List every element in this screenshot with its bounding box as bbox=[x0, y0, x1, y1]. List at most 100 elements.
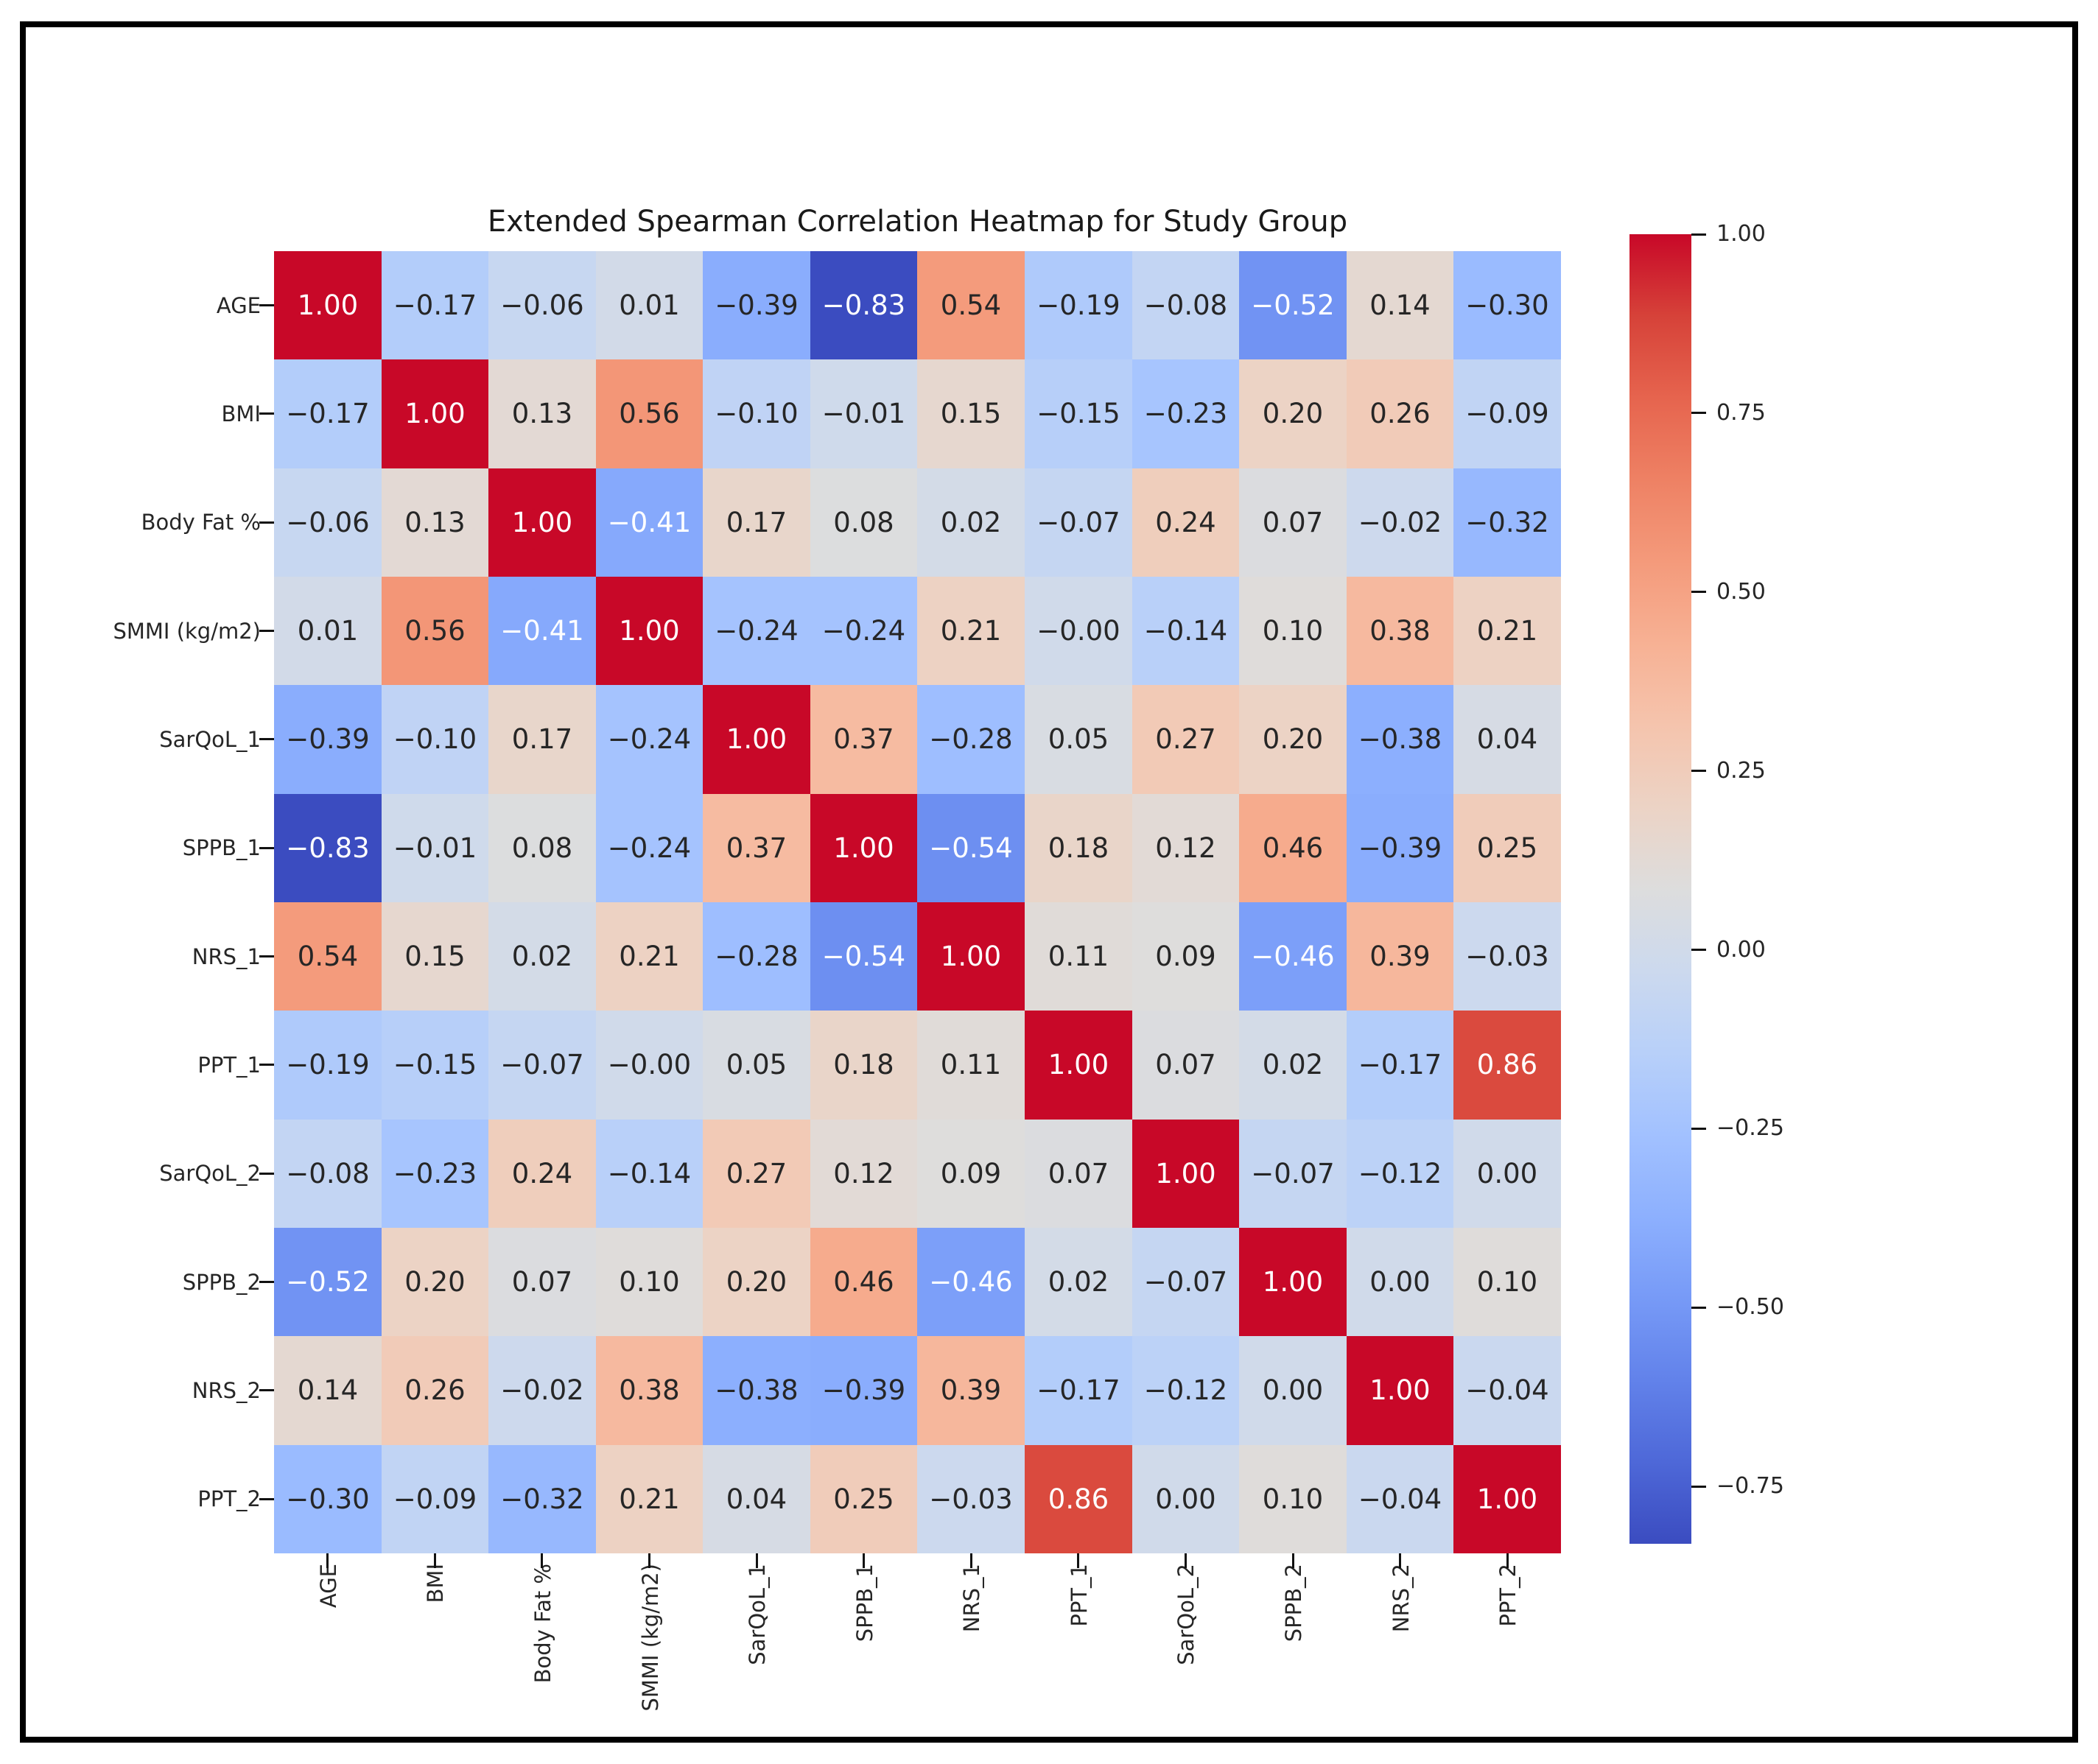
heatmap-cell: −0.00 bbox=[1025, 577, 1132, 685]
x-axis-label: PPT_1 bbox=[1067, 1564, 1092, 1627]
heatmap-cell: −0.17 bbox=[1347, 1011, 1453, 1120]
heatmap-cell: 1.00 bbox=[274, 251, 382, 359]
heatmap-cell: −0.39 bbox=[274, 685, 382, 794]
heatmap-cell: −0.41 bbox=[596, 468, 703, 577]
heatmap-cell: 1.00 bbox=[1239, 1228, 1347, 1336]
heatmap-cell: 0.05 bbox=[1025, 685, 1132, 794]
heatmap-cell: 1.00 bbox=[382, 359, 488, 468]
heatmap-cell: −0.30 bbox=[274, 1445, 382, 1553]
y-axis-label: BMI bbox=[221, 401, 261, 426]
heatmap-cell: 0.56 bbox=[596, 359, 703, 468]
heatmap-cell: 0.26 bbox=[1347, 359, 1453, 468]
heatmap-cell: −0.32 bbox=[488, 1445, 596, 1553]
heatmap-cell: 0.00 bbox=[1239, 1336, 1347, 1445]
heatmap-cell: 0.04 bbox=[703, 1445, 810, 1553]
heatmap-cell: 0.02 bbox=[488, 902, 596, 1011]
heatmap-cell: −0.07 bbox=[488, 1011, 596, 1120]
heatmap-cell: −0.08 bbox=[274, 1120, 382, 1228]
heatmap-cell: −0.04 bbox=[1453, 1336, 1561, 1445]
heatmap-cell: −0.17 bbox=[382, 251, 488, 359]
y-axis-label: PPT_2 bbox=[197, 1486, 261, 1511]
x-axis-tick bbox=[1399, 1553, 1401, 1568]
x-axis-label: SarQoL_1 bbox=[745, 1564, 770, 1665]
heatmap-cell: 1.00 bbox=[1025, 1011, 1132, 1120]
heatmap-cell: 0.07 bbox=[488, 1228, 596, 1336]
y-axis-tick bbox=[259, 521, 274, 524]
heatmap-cell: −0.46 bbox=[917, 1228, 1025, 1336]
heatmap-cell: 0.25 bbox=[810, 1445, 917, 1553]
colorbar-tick-label: −0.25 bbox=[1716, 1115, 1784, 1141]
heatmap-cell: 1.00 bbox=[703, 685, 810, 794]
heatmap-cell: 0.54 bbox=[274, 902, 382, 1011]
colorbar-tick-label: −0.50 bbox=[1716, 1294, 1784, 1320]
heatmap-cell: 0.08 bbox=[810, 468, 917, 577]
heatmap-cell: −0.52 bbox=[1239, 251, 1347, 359]
heatmap-cell: −0.52 bbox=[274, 1228, 382, 1336]
colorbar-tick-label: 0.00 bbox=[1716, 937, 1766, 963]
colorbar-tick-label: −0.75 bbox=[1716, 1473, 1784, 1499]
x-axis-label: Body Fat % bbox=[530, 1564, 555, 1684]
heatmap-cell: −0.06 bbox=[274, 468, 382, 577]
x-axis-tick bbox=[756, 1553, 758, 1568]
heatmap-cell: 0.20 bbox=[382, 1228, 488, 1336]
heatmap-cell: −0.54 bbox=[917, 794, 1025, 902]
y-axis-label: AGE bbox=[216, 293, 261, 318]
heatmap-cell: −0.46 bbox=[1239, 902, 1347, 1011]
heatmap-cell: −0.10 bbox=[703, 359, 810, 468]
y-axis-tick bbox=[259, 412, 274, 415]
heatmap-cell: 0.05 bbox=[703, 1011, 810, 1120]
heatmap-cell: 0.39 bbox=[917, 1336, 1025, 1445]
heatmap-cell: −0.38 bbox=[703, 1336, 810, 1445]
x-axis-label: PPT_2 bbox=[1495, 1564, 1520, 1627]
heatmap-cell: 0.09 bbox=[1132, 902, 1239, 1011]
heatmap-cell: 0.54 bbox=[917, 251, 1025, 359]
heatmap-cell: 0.17 bbox=[703, 468, 810, 577]
heatmap-cell: 0.27 bbox=[703, 1120, 810, 1228]
heatmap-cell: −0.10 bbox=[382, 685, 488, 794]
heatmap-cell: 0.02 bbox=[1025, 1228, 1132, 1336]
x-axis-label: AGE bbox=[316, 1564, 341, 1609]
y-axis-tick bbox=[259, 304, 274, 306]
heatmap-grid: 1.00 −0.17 −0.06 0.01 −0.39 −0.83 0.54 −0.19 −0.… bbox=[274, 251, 1561, 1553]
y-axis-label: NRS_2 bbox=[192, 1378, 261, 1403]
y-axis-label: SPPB_1 bbox=[182, 835, 261, 860]
heatmap-cell: 1.00 bbox=[1453, 1445, 1561, 1553]
heatmap-cell: −0.39 bbox=[1347, 794, 1453, 902]
heatmap-cell: 0.01 bbox=[274, 577, 382, 685]
heatmap-cell: −0.23 bbox=[1132, 359, 1239, 468]
heatmap-cell: 0.20 bbox=[1239, 685, 1347, 794]
heatmap-cell: 0.04 bbox=[1453, 685, 1561, 794]
heatmap-cell: 0.01 bbox=[596, 251, 703, 359]
heatmap-cell: −0.07 bbox=[1132, 1228, 1239, 1336]
heatmap-cell: 0.26 bbox=[382, 1336, 488, 1445]
x-axis-tick bbox=[1077, 1553, 1079, 1568]
colorbar-tick-label: 0.25 bbox=[1716, 758, 1766, 784]
heatmap-cell: 0.86 bbox=[1025, 1445, 1132, 1553]
heatmap-cell: 0.18 bbox=[810, 1011, 917, 1120]
x-axis-label: SPPB_1 bbox=[852, 1564, 877, 1642]
heatmap-cell: −0.24 bbox=[596, 685, 703, 794]
y-axis-label: SPPB_2 bbox=[182, 1270, 261, 1295]
x-axis-label: SMMI (kg/m2) bbox=[638, 1564, 663, 1712]
heatmap-cell: 1.00 bbox=[1347, 1336, 1453, 1445]
heatmap-cell: 0.21 bbox=[1453, 577, 1561, 685]
x-axis-tick bbox=[434, 1553, 436, 1568]
heatmap-cell: −0.83 bbox=[274, 794, 382, 902]
x-axis-tick bbox=[1185, 1553, 1187, 1568]
heatmap-cell: −0.09 bbox=[1453, 359, 1561, 468]
heatmap-cell: −0.04 bbox=[1347, 1445, 1453, 1553]
heatmap-cell: −0.32 bbox=[1453, 468, 1561, 577]
colorbar-tick-label: 0.75 bbox=[1716, 400, 1766, 426]
heatmap-cell: 0.13 bbox=[382, 468, 488, 577]
heatmap-cell: −0.14 bbox=[596, 1120, 703, 1228]
heatmap-cell: −0.03 bbox=[1453, 902, 1561, 1011]
y-axis-tick bbox=[259, 1389, 274, 1391]
heatmap-cell: −0.15 bbox=[1025, 359, 1132, 468]
heatmap-cell: 0.21 bbox=[596, 902, 703, 1011]
heatmap-cell: 0.10 bbox=[1239, 577, 1347, 685]
heatmap-cell: 1.00 bbox=[810, 794, 917, 902]
heatmap-cell: 0.00 bbox=[1347, 1228, 1453, 1336]
heatmap-cell: −0.30 bbox=[1453, 251, 1561, 359]
colorbar-tick bbox=[1691, 233, 1706, 236]
heatmap-cell: −0.24 bbox=[596, 794, 703, 902]
